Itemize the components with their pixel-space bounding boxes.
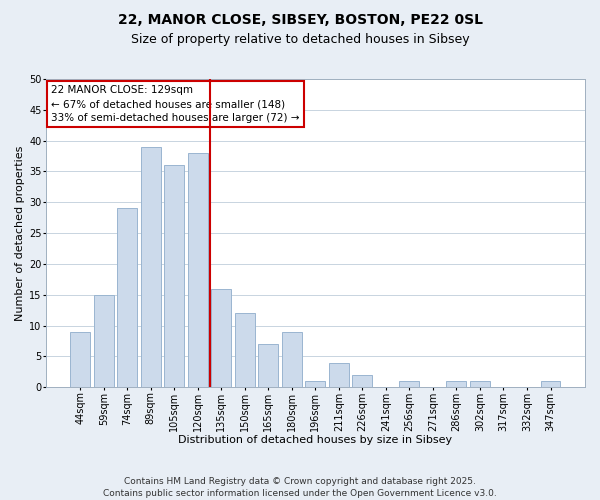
Bar [470, 381, 490, 388]
Bar [259, 344, 278, 388]
Bar [305, 381, 325, 388]
Bar [446, 381, 466, 388]
Text: 22 MANOR CLOSE: 129sqm
← 67% of detached houses are smaller (148)
33% of semi-de: 22 MANOR CLOSE: 129sqm ← 67% of detached… [51, 85, 300, 123]
Bar [282, 332, 302, 388]
Bar [141, 147, 161, 388]
Bar [352, 375, 373, 388]
Y-axis label: Number of detached properties: Number of detached properties [15, 146, 25, 321]
Text: 22, MANOR CLOSE, SIBSEY, BOSTON, PE22 0SL: 22, MANOR CLOSE, SIBSEY, BOSTON, PE22 0S… [118, 12, 482, 26]
Text: Contains HM Land Registry data © Crown copyright and database right 2025.: Contains HM Land Registry data © Crown c… [124, 478, 476, 486]
Bar [70, 332, 91, 388]
Bar [541, 381, 560, 388]
Bar [188, 153, 208, 388]
X-axis label: Distribution of detached houses by size in Sibsey: Distribution of detached houses by size … [178, 435, 452, 445]
Bar [118, 208, 137, 388]
Bar [329, 362, 349, 388]
Bar [211, 288, 232, 388]
Bar [235, 314, 255, 388]
Text: Size of property relative to detached houses in Sibsey: Size of property relative to detached ho… [131, 32, 469, 46]
Text: Contains public sector information licensed under the Open Government Licence v3: Contains public sector information licen… [103, 489, 497, 498]
Bar [164, 166, 184, 388]
Bar [94, 295, 114, 388]
Bar [400, 381, 419, 388]
